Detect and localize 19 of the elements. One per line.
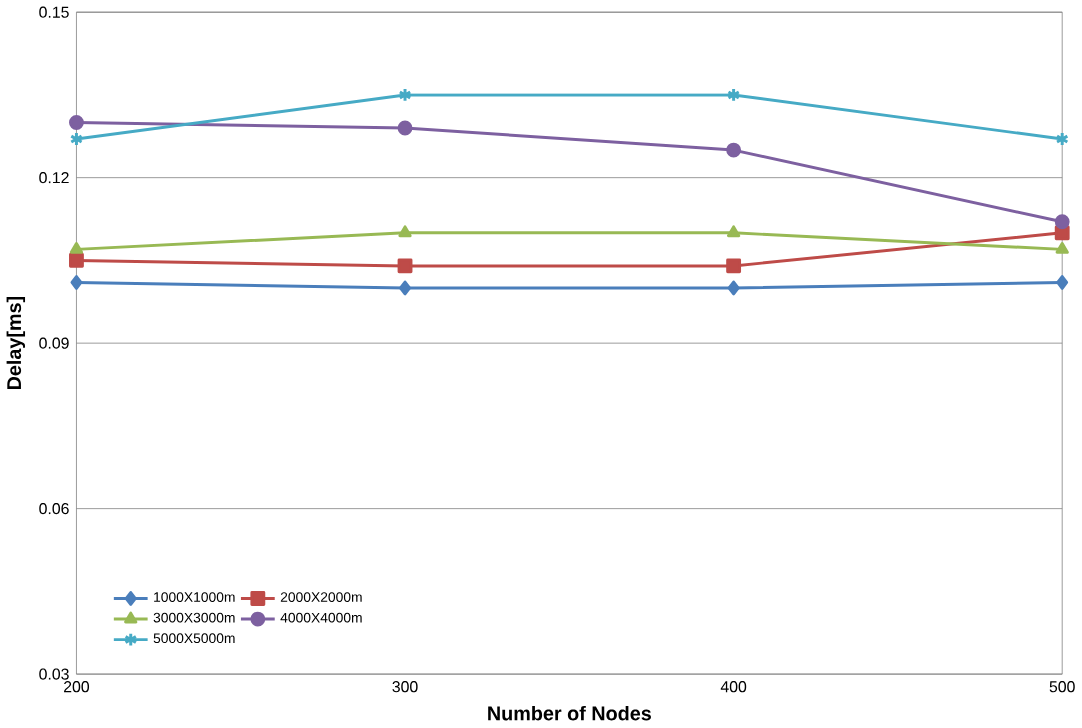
point bbox=[69, 242, 84, 255]
point bbox=[69, 115, 84, 131]
point bbox=[726, 225, 741, 238]
point bbox=[726, 87, 741, 103]
point bbox=[1056, 275, 1069, 291]
point bbox=[726, 143, 742, 158]
point bbox=[1055, 242, 1069, 255]
point bbox=[727, 281, 740, 296]
point bbox=[398, 87, 412, 103]
point bbox=[69, 253, 84, 269]
point bbox=[70, 275, 83, 291]
y-axis-title: Delay[ms] bbox=[6, 297, 26, 390]
point bbox=[1054, 214, 1070, 230]
point bbox=[398, 225, 412, 238]
point bbox=[397, 258, 413, 274]
point bbox=[399, 281, 411, 296]
point bbox=[726, 258, 742, 274]
x-axis-title: Number of Nodes bbox=[488, 706, 651, 721]
point bbox=[397, 121, 413, 136]
